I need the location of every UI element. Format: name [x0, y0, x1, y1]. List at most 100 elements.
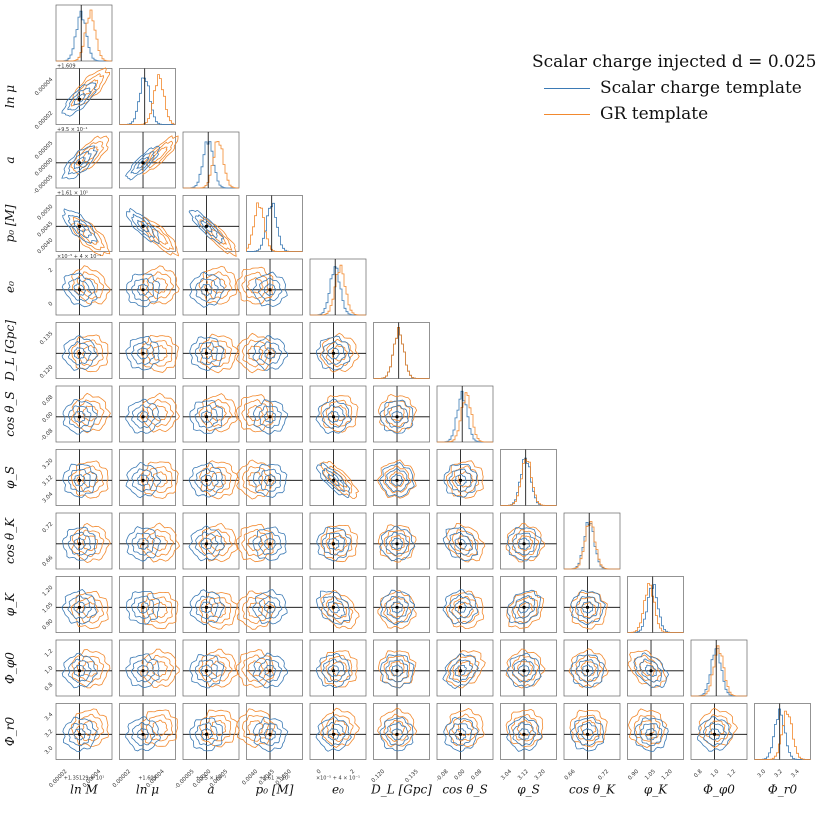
hist-scalar-2	[183, 141, 239, 189]
panel-8-3	[235, 512, 303, 570]
y-offset-4: ×10⁻⁵ + 4 × 10⁻¹	[57, 254, 101, 260]
contour-scalar-7-1-2	[125, 461, 162, 499]
contour-gr-7-4-1	[325, 465, 353, 494]
contour-scalar-7-0-1	[67, 468, 91, 492]
contour-scalar-6-1-0	[137, 410, 150, 424]
contour-gr-7-3-2	[236, 459, 276, 500]
contour-scalar-8-6-2	[442, 527, 479, 561]
contour-gr-10-5-0	[388, 660, 405, 677]
contour-scalar-9-5-0	[391, 601, 403, 614]
contour-scalar-6-3-0	[263, 410, 276, 423]
contour-scalar-5-4-0	[327, 346, 340, 360]
contour-gr-6-3-0	[247, 404, 264, 422]
contour-scalar-9-1-1	[131, 595, 155, 619]
y-offset-3: +1.61 × 10¹	[57, 191, 88, 197]
x-tick-4-0: 0	[316, 768, 323, 775]
contour-scalar-4-2-0	[200, 284, 213, 296]
contour-gr-4-2-0	[210, 277, 227, 294]
truth-point-10-5	[395, 669, 399, 673]
panel-6-1	[119, 385, 180, 443]
contour-gr-11-8-0	[580, 719, 597, 736]
contour-gr-11-9-1	[633, 715, 661, 742]
contour-scalar-7-1-0	[136, 474, 150, 487]
contour-gr-9-2-1	[204, 597, 232, 624]
contour-scalar-8-3-1	[257, 531, 282, 556]
contour-scalar-11-5-1	[384, 722, 409, 746]
contour-scalar-4-1-0	[136, 283, 150, 296]
contour-scalar-4-2-2	[189, 271, 225, 308]
truth-point-8-4	[331, 542, 336, 546]
contour-scalar-10-0-2	[61, 652, 98, 689]
contour-gr-10-0-2	[71, 649, 111, 689]
contour-gr-11-1-0	[151, 719, 168, 736]
contour-scalar-3-0-2	[62, 208, 98, 244]
x-tick-6-0: -0.08	[435, 768, 450, 783]
x-offset-1: +1.609	[138, 776, 157, 782]
x-tick-11-1: 3.2	[773, 769, 783, 779]
y-axis-label-6: cos θ_S	[3, 391, 17, 436]
contour-scalar-10-9-0	[644, 664, 657, 677]
contour-scalar-7-3-1	[258, 468, 282, 492]
y-tick-6-0: -0.08	[40, 428, 55, 443]
x-tick-10-2: 1.2	[727, 769, 737, 779]
contour-gr-3-1-2	[140, 216, 180, 257]
contour-gr-9-1-0	[151, 601, 168, 619]
contour-scalar-11-8-2	[569, 716, 605, 752]
y-tick-11-0: 3.0	[44, 745, 55, 756]
contour-scalar-11-0-1	[67, 723, 92, 747]
contour-gr-8-2-1	[204, 528, 233, 557]
hist-gr-4	[310, 264, 366, 316]
truth-point-6-5	[395, 415, 399, 419]
truth-point-4-1	[141, 288, 145, 292]
contour-scalar-6-0-2	[62, 399, 98, 435]
contour-gr-11-3-2	[236, 708, 276, 748]
hist-gr-5	[373, 327, 430, 379]
truth-point-2-1	[141, 161, 145, 165]
contour-scalar-10-9-2	[633, 652, 670, 688]
y-axis-label-11: Φ_r0	[3, 717, 17, 747]
contour-scalar-7-4-0	[327, 473, 340, 487]
contour-scalar-9-8-1	[575, 596, 600, 620]
contour-scalar-11-6-0	[454, 728, 467, 741]
contour-scalar-11-3-2	[252, 716, 289, 753]
contour-scalar-9-4-0	[327, 601, 340, 614]
contour-scalar-4-1-1	[131, 278, 155, 302]
y-axis-label-7: φ_S	[3, 466, 17, 489]
contour-gr-9-8-0	[580, 602, 597, 618]
y-tick-10-1: 1.0	[44, 665, 55, 676]
hist-scalar-4	[310, 266, 366, 316]
contour-gr-11-7-2	[505, 708, 544, 747]
truth-point-9-6	[458, 605, 463, 609]
contour-gr-10-0-0	[82, 661, 99, 677]
panel-frame-1-0	[55, 68, 113, 125]
y-axis-label-1: ln μ	[3, 85, 17, 108]
panel-3-3	[246, 195, 303, 252]
y-tick-11-1: 3.2	[44, 729, 54, 739]
contour-scalar-7-3-0	[263, 473, 277, 487]
contour-gr-6-3-1	[241, 399, 270, 427]
y-tick-9-0: 0.90	[42, 618, 55, 631]
contour-scalar-11-10-1	[703, 722, 727, 747]
truth-point-9-5	[395, 605, 399, 609]
contour-gr-7-6-1	[451, 465, 480, 494]
contour-scalar-9-0-1	[67, 594, 92, 620]
contour-scalar-10-1-0	[136, 664, 150, 677]
contour-scalar-2-1-2	[124, 145, 161, 181]
contour-scalar-8-4-2	[316, 526, 352, 562]
y-tick-10-2: 1.2	[44, 648, 54, 658]
truth-point-6-3	[268, 415, 272, 419]
contour-scalar-11-7-1	[512, 722, 537, 747]
contour-scalar-8-2-1	[194, 531, 220, 556]
contour-scalar-9-8-0	[581, 601, 594, 614]
contour-scalar-10-0-1	[67, 658, 92, 683]
contour-scalar-9-3-2	[252, 589, 288, 625]
truth-point-7-0	[77, 478, 82, 482]
contour-scalar-9-4-2	[316, 590, 351, 625]
panel-8-8	[563, 512, 621, 570]
contour-gr-2-0-1	[76, 141, 104, 169]
panel-8-0	[55, 512, 113, 570]
y-tick-4-1: 2	[48, 267, 55, 274]
contour-gr-6-0-2	[70, 392, 111, 434]
y-tick-5-0: 0.120	[39, 364, 55, 380]
